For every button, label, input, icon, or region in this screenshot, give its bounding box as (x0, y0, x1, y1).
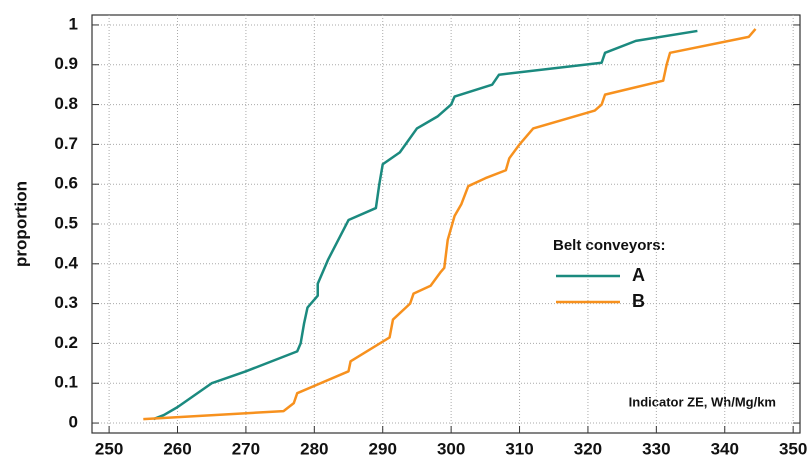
x-tick-label: 280 (300, 439, 328, 458)
x-tick-label: 350 (779, 439, 807, 458)
y-tick-label: 0.3 (54, 293, 78, 312)
y-tick-label: 0 (69, 413, 78, 432)
series-line (153, 29, 698, 421)
x-tick-label: 340 (711, 439, 739, 458)
y-tick-label: 0.5 (54, 213, 78, 232)
x-tick-label: 310 (505, 439, 533, 458)
y-tick-label: 0.4 (54, 253, 78, 272)
y-tick-label: 0.7 (54, 134, 78, 153)
y-tick-label: 0.2 (54, 333, 78, 352)
y-tick-label: 1 (69, 14, 78, 33)
annotation: Indicator ZE, Wh/Mg/km (629, 394, 776, 409)
y-tick-label: 0.6 (54, 174, 78, 193)
x-tick-label: 290 (369, 439, 397, 458)
y-tick-label: 0.9 (54, 54, 78, 73)
legend-label: A (632, 265, 645, 285)
y-tick-label: 0.1 (54, 373, 78, 392)
legend-title: Belt conveyors: (553, 237, 666, 254)
y-axis-label: proportion (11, 181, 30, 267)
x-tick-label: 320 (574, 439, 602, 458)
y-tick-label: 0.8 (54, 94, 78, 113)
series-line (143, 28, 757, 421)
x-tick-label: 300 (437, 439, 465, 458)
x-tick-label: 330 (642, 439, 670, 458)
x-tick-label: 260 (163, 439, 191, 458)
legend-label: B (632, 291, 645, 311)
x-tick-label: 250 (95, 439, 123, 458)
x-tick-label: 270 (232, 439, 260, 458)
